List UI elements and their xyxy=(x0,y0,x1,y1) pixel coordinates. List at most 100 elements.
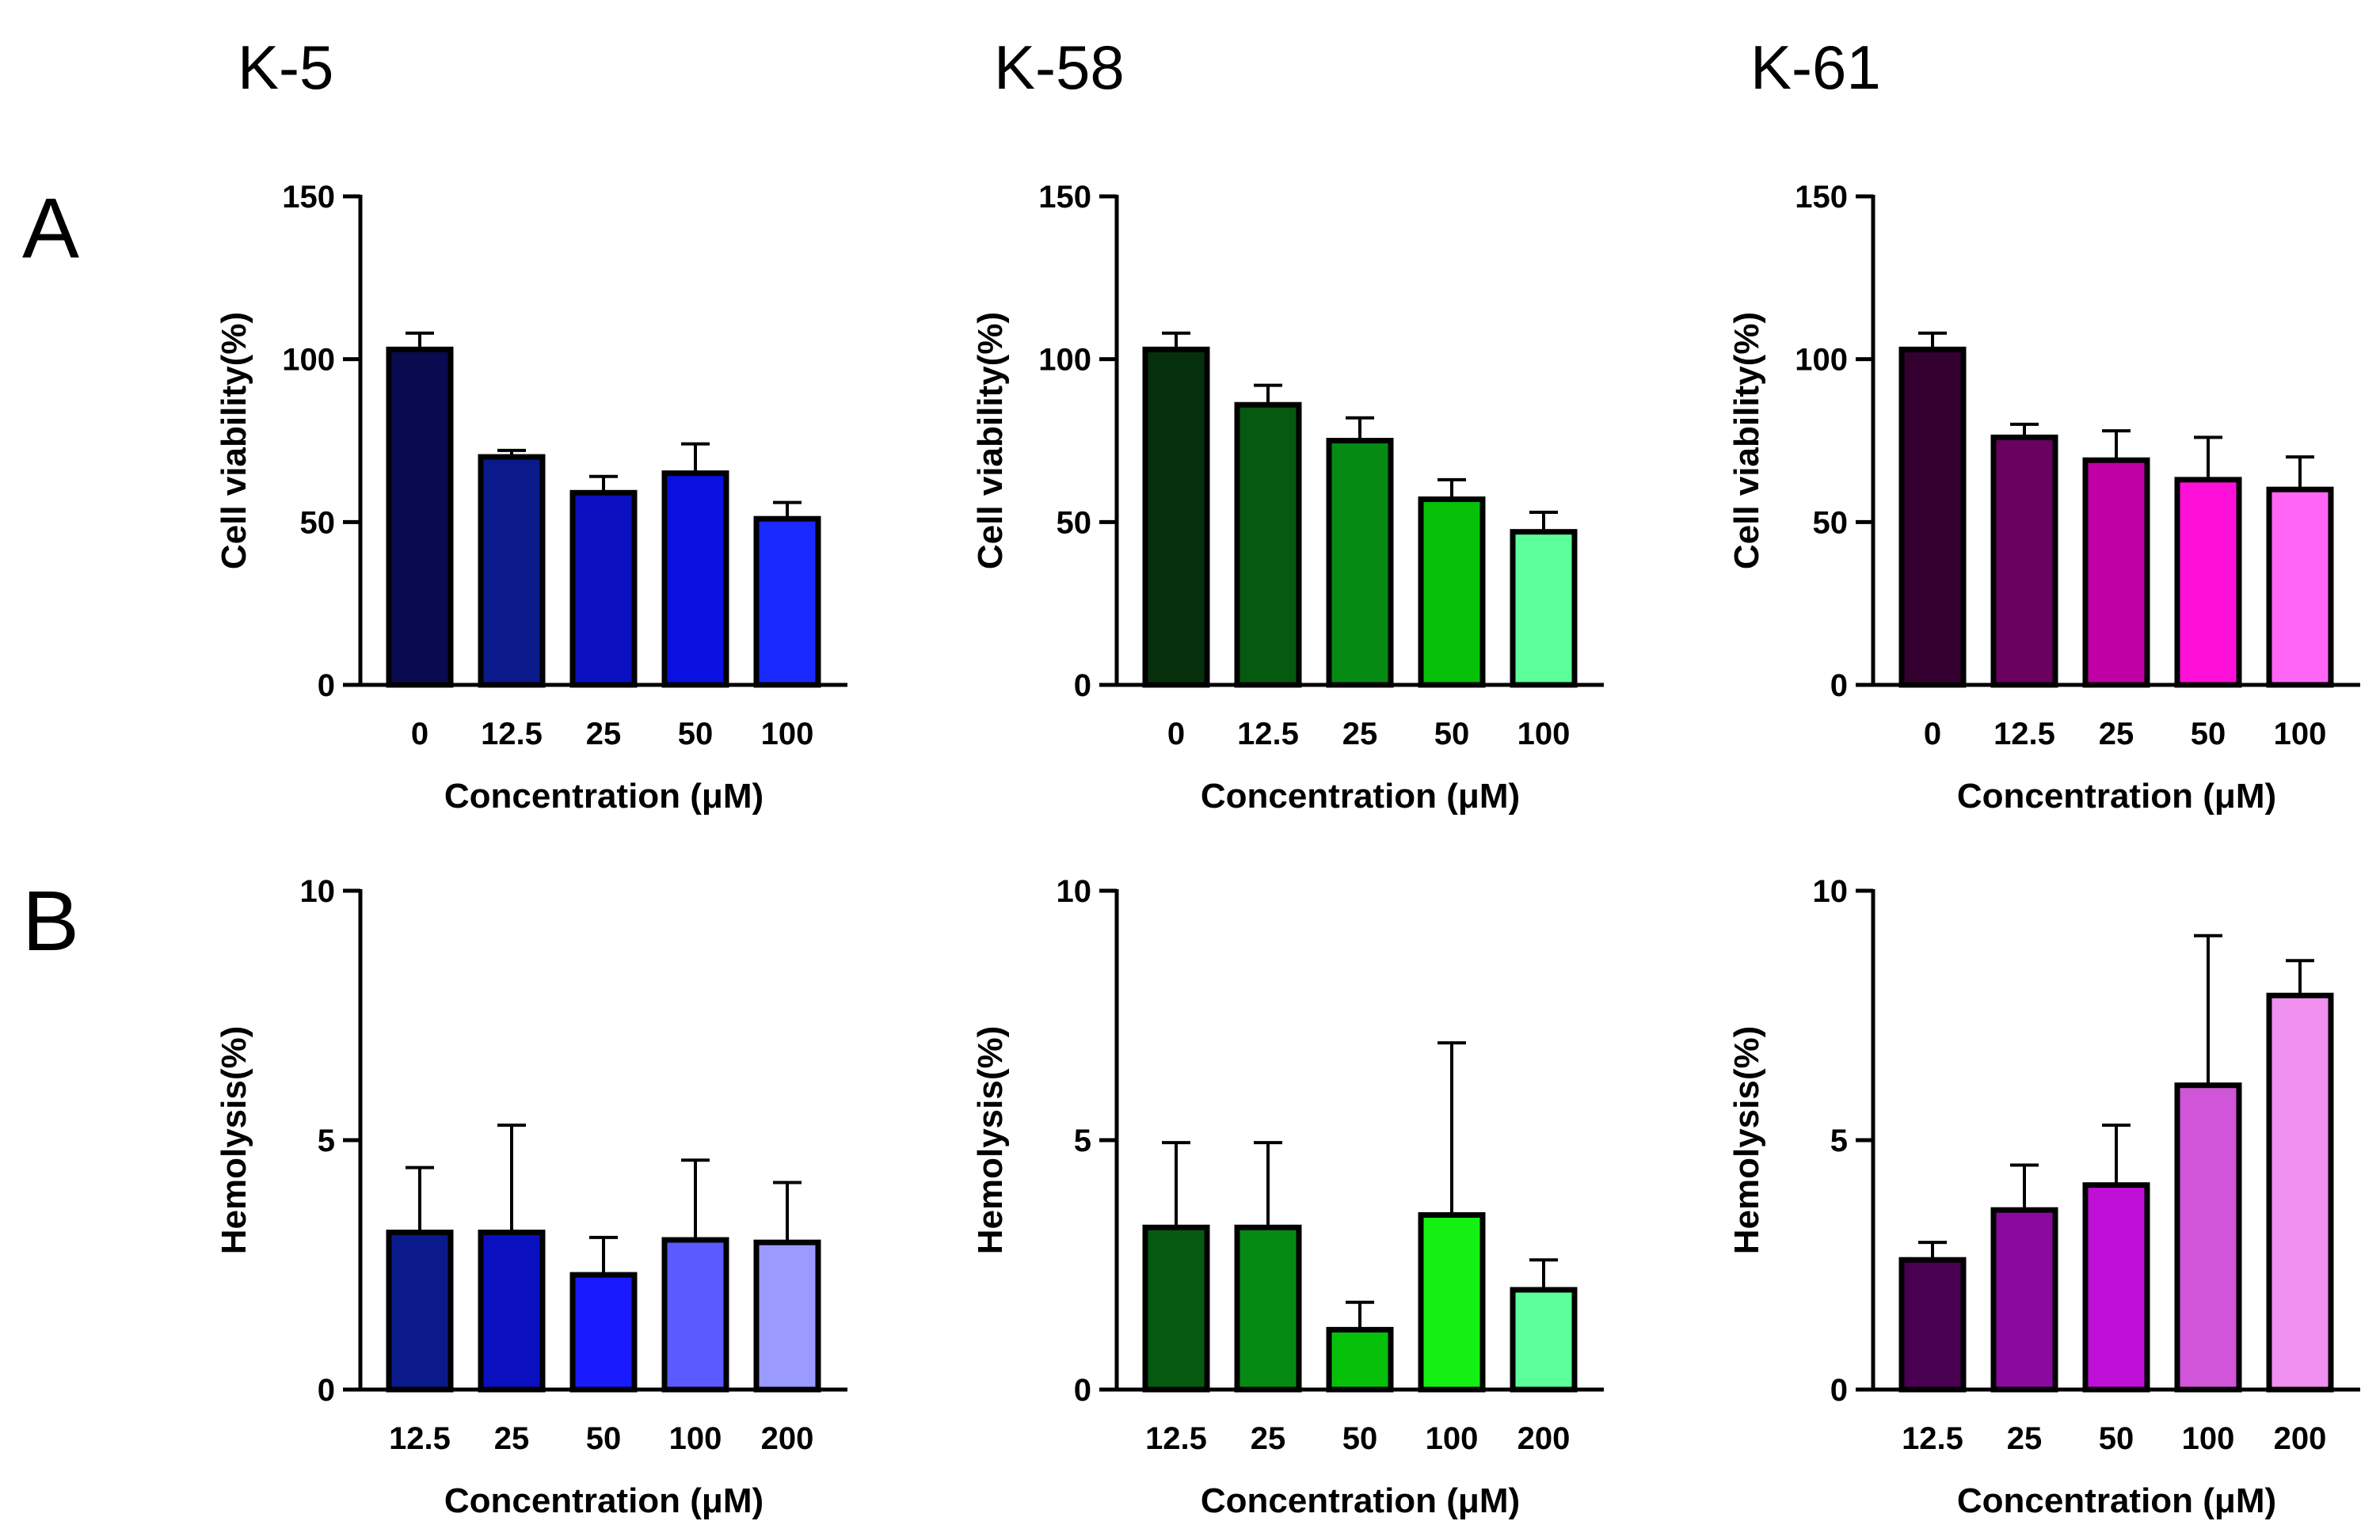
x-tick-label: 100 xyxy=(669,1421,722,1456)
y-tick-label: 10 xyxy=(1813,874,1849,909)
panel-label-a: A xyxy=(22,180,79,276)
y-axis-label: Hemolysis(%) xyxy=(971,1026,1010,1255)
bar xyxy=(1418,1212,1486,1393)
chart-b-k-61: 12.5 25 50 100 200 0 5 10 Concentration (μM) Hemo… xyxy=(1727,874,2360,1520)
x-tick-label: 12.5 xyxy=(389,1421,451,1456)
x-tick-label: 25 xyxy=(2099,717,2134,751)
bar xyxy=(2174,1082,2242,1393)
y-axis-label: Hemolysis(%) xyxy=(215,1026,253,1255)
bar xyxy=(1898,346,1967,688)
bar xyxy=(661,470,729,688)
x-tick-label: 25 xyxy=(586,717,622,751)
x-tick-label: 12.5 xyxy=(481,717,543,751)
bar xyxy=(1142,346,1210,688)
bar xyxy=(386,1230,454,1393)
x-tick-label: 50 xyxy=(1434,717,1470,751)
x-tick-label: 25 xyxy=(2007,1421,2043,1456)
x-tick-label: 25 xyxy=(494,1421,530,1456)
bar xyxy=(1418,496,1486,688)
y-tick-label: 10 xyxy=(1057,874,1092,909)
y-axis-label: Cell viability(%) xyxy=(971,312,1010,569)
y-tick-label: 5 xyxy=(1074,1124,1091,1158)
bar xyxy=(386,346,454,688)
x-axis-label: Concentration (μM) xyxy=(444,777,764,816)
bar xyxy=(1990,434,2058,688)
x-tick-label: 50 xyxy=(586,1421,622,1456)
chart-b-k-58: 12.5 25 50 100 200 0 5 10 Concentration (μM) Hemo… xyxy=(971,874,1604,1520)
y-tick-label: 0 xyxy=(1074,1373,1091,1408)
x-tick-label: 12.5 xyxy=(1993,717,2055,751)
bar xyxy=(1326,1326,1394,1393)
bar xyxy=(1510,1287,1578,1393)
column-title-k5: K-5 xyxy=(238,32,333,102)
bar xyxy=(1142,1224,1210,1393)
x-tick-label: 50 xyxy=(678,717,714,751)
x-tick-label: 200 xyxy=(2274,1421,2327,1456)
bar xyxy=(1990,1207,2058,1393)
y-tick-label: 150 xyxy=(1795,180,1848,215)
x-tick-label: 0 xyxy=(411,717,428,751)
x-axis-label: Concentration (μM) xyxy=(1201,1481,1520,1520)
y-tick-label: 100 xyxy=(1038,343,1091,378)
panel-label-b: B xyxy=(22,873,79,968)
bar xyxy=(2266,992,2334,1393)
bar xyxy=(569,489,638,688)
y-tick-label: 0 xyxy=(318,1373,335,1408)
x-tick-label: 100 xyxy=(1426,1421,1479,1456)
x-tick-label: 0 xyxy=(1167,717,1185,751)
y-tick-label: 50 xyxy=(300,505,336,540)
bar xyxy=(2174,477,2242,688)
y-tick-label: 0 xyxy=(1830,668,1848,703)
x-tick-label: 100 xyxy=(1517,717,1571,751)
x-tick-label: 100 xyxy=(2182,1421,2235,1456)
chart-a-k-61: 0 12.5 25 50 100 0 50 100 150 Concentration (μM) C… xyxy=(1727,180,2360,816)
bar xyxy=(1234,401,1302,688)
bar xyxy=(1898,1257,1967,1393)
x-tick-label: 12.5 xyxy=(1902,1421,1963,1456)
y-tick-label: 50 xyxy=(1057,505,1092,540)
bar xyxy=(2082,1182,2150,1393)
x-tick-label: 100 xyxy=(761,717,814,751)
bar xyxy=(2082,457,2150,688)
x-tick-label: 50 xyxy=(2191,717,2226,751)
bar xyxy=(1326,438,1394,688)
column-title-k61: K-61 xyxy=(1750,32,1881,102)
y-tick-label: 50 xyxy=(1813,505,1849,540)
y-tick-label: 5 xyxy=(1830,1124,1848,1158)
x-axis-label: Concentration (μM) xyxy=(1957,777,2276,816)
x-tick-label: 25 xyxy=(1342,717,1378,751)
x-tick-label: 200 xyxy=(761,1421,814,1456)
x-tick-label: 0 xyxy=(1924,717,1941,751)
bar xyxy=(753,1239,821,1393)
y-tick-label: 5 xyxy=(318,1124,335,1158)
x-tick-label: 12.5 xyxy=(1237,717,1299,751)
chart-a-k-5: 0 12.5 25 50 100 0 50 100 150 Concentration (μM) C… xyxy=(215,180,847,816)
y-axis-label: Cell viability(%) xyxy=(1727,312,1766,569)
x-tick-label: 50 xyxy=(2099,1421,2134,1456)
y-tick-label: 150 xyxy=(282,180,335,215)
x-axis-label: Concentration (μM) xyxy=(444,1481,764,1520)
y-axis-label: Cell viability(%) xyxy=(215,312,253,569)
y-tick-label: 0 xyxy=(318,668,335,703)
x-tick-label: 50 xyxy=(1342,1421,1378,1456)
x-axis-label: Concentration (μM) xyxy=(1201,777,1520,816)
y-tick-label: 10 xyxy=(300,874,336,909)
bar xyxy=(2266,486,2334,688)
x-tick-label: 25 xyxy=(1251,1421,1286,1456)
column-title-k58: K-58 xyxy=(994,32,1125,102)
y-tick-label: 0 xyxy=(1074,668,1091,703)
x-tick-label: 12.5 xyxy=(1145,1421,1207,1456)
bar xyxy=(1234,1224,1302,1393)
y-tick-label: 150 xyxy=(1038,180,1091,215)
x-tick-label: 100 xyxy=(2274,717,2327,751)
chart-a-k-58: 0 12.5 25 50 100 0 50 100 150 Concentration (μM) C… xyxy=(971,180,1604,816)
y-tick-label: 0 xyxy=(1830,1373,1848,1408)
bar xyxy=(478,454,546,688)
y-tick-label: 100 xyxy=(1795,343,1848,378)
bar xyxy=(569,1272,638,1393)
y-axis-label: Hemolysis(%) xyxy=(1727,1026,1766,1255)
y-tick-label: 100 xyxy=(282,343,335,378)
bar xyxy=(753,515,821,688)
